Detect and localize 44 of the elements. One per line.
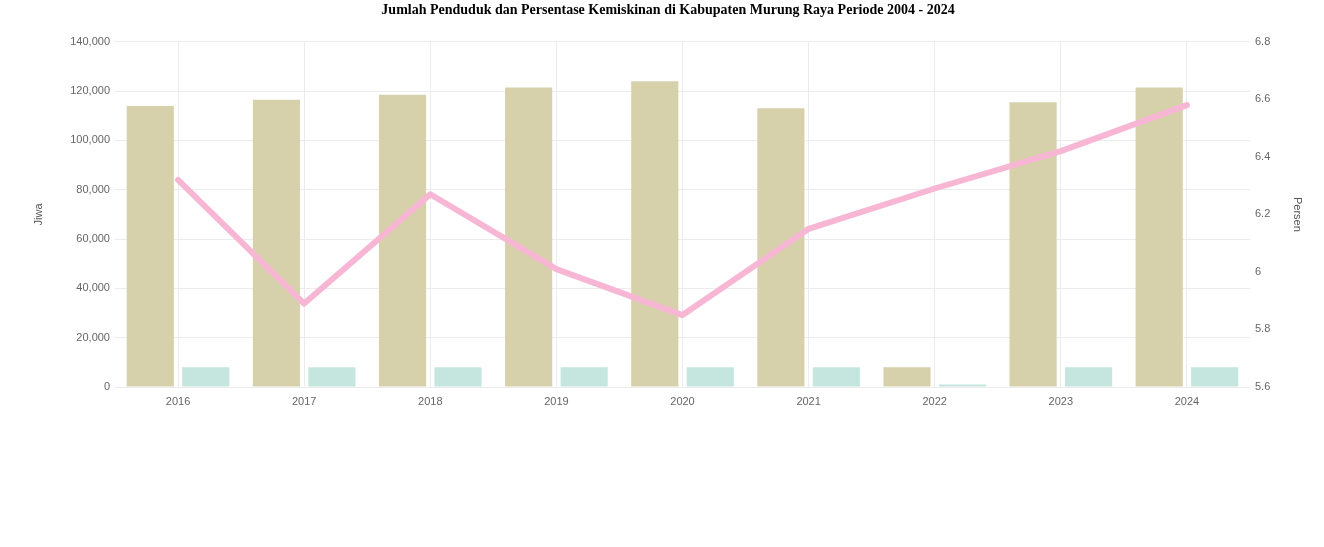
y2-tick-label: 6.2 [1255, 207, 1271, 220]
y2-axis-title: Persen [1292, 196, 1305, 232]
y-tick-label: 140,000 [70, 34, 110, 47]
y2-tick-label: 6.6 [1255, 92, 1271, 105]
bar [883, 367, 931, 387]
bar [308, 367, 356, 387]
bar [757, 108, 805, 387]
x-tick-label: 2019 [544, 394, 569, 407]
bar [434, 367, 482, 387]
bar [631, 81, 679, 387]
bar [1009, 102, 1057, 387]
x-tick-label: 2022 [922, 394, 947, 407]
y2-tick-label: 6.8 [1255, 34, 1271, 47]
bar [1191, 367, 1239, 387]
y-axis-title: Jiwa [31, 202, 44, 226]
bar [812, 367, 860, 387]
y-tick-label: 20,000 [76, 330, 110, 343]
x-tick-label: 2018 [418, 394, 443, 407]
bar [252, 99, 301, 387]
bar [686, 367, 734, 387]
bar [1064, 367, 1113, 387]
x-tick-label: 2017 [291, 394, 317, 407]
chart-title: Jumlah Penduduk dan Persentase Kemiskinan di Kabupaten Murung Raya Periode 2004 - 2024 [381, 2, 955, 18]
bar [1135, 87, 1183, 387]
bar [182, 367, 230, 387]
x-tick-label: 2020 [670, 394, 695, 407]
x-tick-label: 2021 [796, 394, 821, 407]
y-tick-label: 120,000 [70, 84, 110, 97]
bar [560, 367, 608, 387]
y-tick-label: 100,000 [70, 133, 110, 146]
y2-tick-label: 6.4 [1255, 149, 1271, 162]
x-tick-label: 2016 [165, 394, 191, 407]
bar [378, 94, 427, 387]
y2-tick-label: 6 [1255, 264, 1262, 277]
x-tick-label: 2024 [1174, 394, 1200, 407]
y2-tick-label: 5.6 [1255, 380, 1271, 393]
y-tick-label: 0 [103, 380, 110, 393]
y2-tick-label: 5.8 [1255, 322, 1271, 335]
y-tick-label: 40,000 [76, 281, 110, 294]
bar [126, 105, 174, 387]
y-tick-label: 80,000 [76, 182, 110, 195]
bar [505, 87, 553, 387]
y-tick-label: 60,000 [76, 232, 110, 245]
x-tick-label: 2023 [1048, 394, 1074, 407]
